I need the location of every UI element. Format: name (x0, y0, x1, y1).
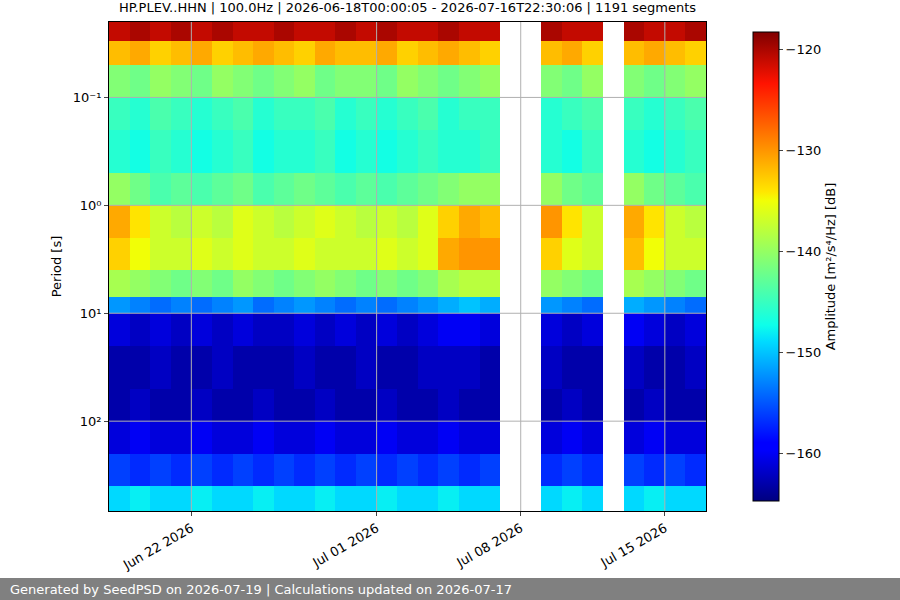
svg-text:10²: 10² (80, 414, 102, 429)
svg-text:Jul 08 2026: Jul 08 2026 (453, 520, 525, 570)
svg-text:Jul 01 2026: Jul 01 2026 (309, 520, 381, 570)
svg-text:−150: −150 (786, 345, 822, 360)
svg-text:−120: −120 (786, 42, 822, 57)
svg-text:−160: −160 (786, 446, 822, 461)
svg-text:Generated by SeedPSD on 2026-0: Generated by SeedPSD on 2026-07-19 | Cal… (10, 582, 512, 597)
svg-text:Amplitude [m²/s⁴/Hz] [dB]: Amplitude [m²/s⁴/Hz] [dB] (823, 183, 838, 351)
svg-text:Jun 22 2026: Jun 22 2026 (120, 520, 196, 573)
svg-text:HP.PLEV..HHN | 100.0Hz | 2026-: HP.PLEV..HHN | 100.0Hz | 2026-06-18T00:0… (119, 0, 696, 15)
svg-text:−130: −130 (786, 143, 822, 158)
svg-text:10⁻¹: 10⁻¹ (73, 90, 102, 105)
svg-text:10¹: 10¹ (80, 306, 102, 321)
svg-text:−140: −140 (786, 244, 822, 259)
svg-text:Period [s]: Period [s] (49, 236, 64, 298)
svg-text:Jul 15 2026: Jul 15 2026 (597, 520, 669, 570)
svg-text:10⁰: 10⁰ (80, 198, 102, 213)
